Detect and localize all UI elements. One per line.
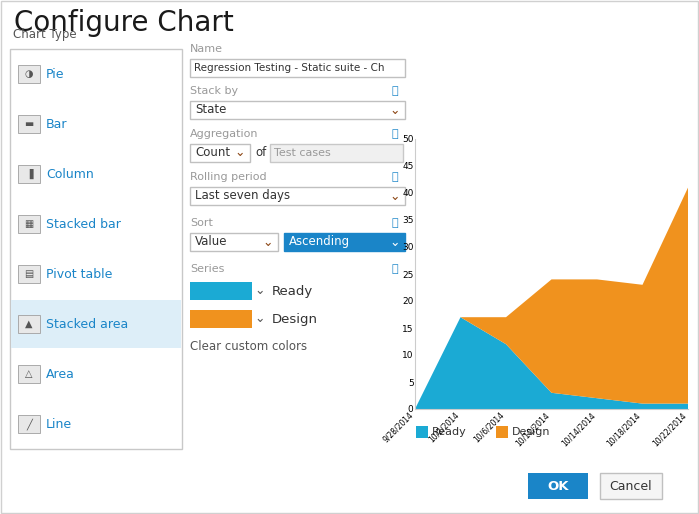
Text: Name: Name [190, 44, 223, 54]
Text: Ready: Ready [432, 427, 467, 437]
Text: ▤: ▤ [24, 269, 34, 279]
Text: Column: Column [46, 168, 94, 180]
Text: ⌄: ⌄ [390, 235, 401, 248]
Text: ⌄: ⌄ [390, 190, 401, 203]
Text: State: State [195, 103, 226, 116]
Text: Aggregation: Aggregation [190, 129, 259, 139]
Text: Design: Design [512, 427, 551, 437]
Text: ⓘ: ⓘ [391, 264, 398, 274]
Text: ▦: ▦ [24, 219, 34, 229]
Text: Test cases: Test cases [274, 148, 331, 158]
Text: Bar: Bar [46, 118, 68, 131]
Text: ▲: ▲ [25, 319, 33, 329]
Text: ⌄: ⌄ [254, 313, 265, 325]
Bar [18, 65, 40, 83]
Text: ▐: ▐ [25, 169, 33, 179]
Text: ⓘ: ⓘ [391, 129, 398, 139]
Bar [190, 101, 405, 119]
Bar [18, 315, 40, 333]
Bar [416, 426, 428, 438]
Bar [496, 426, 508, 438]
Text: ╱: ╱ [26, 418, 32, 430]
Text: Rolling period: Rolling period [190, 172, 266, 182]
Text: Ascending: Ascending [289, 235, 350, 248]
Bar [600, 473, 662, 499]
Text: Pivot table: Pivot table [46, 267, 113, 281]
Text: Chart Type: Chart Type [13, 28, 77, 41]
Bar [190, 310, 252, 328]
Text: Stack by: Stack by [190, 86, 238, 96]
Text: Last seven days: Last seven days [195, 189, 290, 202]
Bar [18, 215, 40, 233]
Text: Value: Value [195, 235, 227, 248]
Text: Stacked area: Stacked area [46, 318, 128, 331]
Text: Stacked bar: Stacked bar [46, 217, 121, 230]
Text: ⓘ: ⓘ [391, 172, 398, 182]
Bar [270, 144, 403, 162]
Bar [18, 415, 40, 433]
Bar [10, 49, 182, 449]
Bar [190, 282, 252, 300]
Text: ⓘ: ⓘ [391, 218, 398, 228]
Bar [190, 144, 250, 162]
Text: ▬: ▬ [24, 119, 34, 129]
Text: △: △ [25, 369, 33, 379]
Bar [190, 233, 278, 251]
Text: ⌄: ⌄ [235, 146, 245, 159]
Text: Line: Line [46, 417, 72, 431]
Bar [18, 365, 40, 383]
Bar [190, 59, 405, 77]
Text: Ready: Ready [272, 285, 313, 298]
Bar [18, 165, 40, 183]
Text: Clear custom colors: Clear custom colors [190, 340, 307, 353]
Text: Configure Chart: Configure Chart [14, 9, 233, 37]
Text: ⌄: ⌄ [254, 285, 265, 298]
Bar [528, 473, 588, 499]
Text: ⓘ: ⓘ [391, 86, 398, 96]
Text: Count: Count [195, 146, 230, 159]
Text: Regression Testing - Static suite - Ch: Regression Testing - Static suite - Ch [194, 63, 384, 73]
Text: Design: Design [272, 313, 318, 325]
Text: Area: Area [46, 368, 75, 380]
Text: of: of [255, 146, 266, 159]
Text: ⌄: ⌄ [390, 103, 401, 117]
Bar [11, 300, 181, 348]
Text: Cancel: Cancel [610, 480, 652, 492]
Text: OK: OK [547, 480, 569, 492]
Bar [190, 187, 405, 205]
Text: Sort: Sort [190, 218, 213, 228]
Bar [284, 233, 405, 251]
Text: ⌄: ⌄ [263, 235, 273, 248]
Text: Pie: Pie [46, 67, 64, 81]
Text: Series: Series [190, 264, 224, 274]
Bar [18, 265, 40, 283]
Bar [18, 115, 40, 133]
Text: ◑: ◑ [24, 69, 34, 79]
